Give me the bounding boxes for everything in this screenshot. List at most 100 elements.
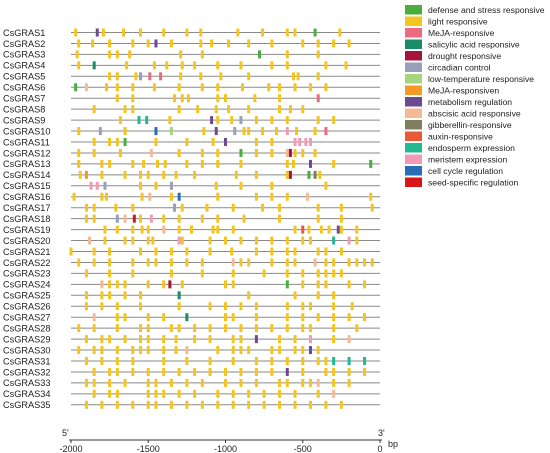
cis-element-box xyxy=(301,357,305,365)
cis-element-box xyxy=(105,83,109,92)
cis-element-box xyxy=(216,346,220,355)
cis-element-box xyxy=(316,269,320,278)
cis-element-box xyxy=(355,236,359,245)
cis-element-box xyxy=(177,105,181,114)
cis-element-box xyxy=(308,346,312,355)
gene-row: CsGRAS7 xyxy=(3,94,380,104)
cis-element-box xyxy=(123,214,127,223)
cis-element-box xyxy=(84,203,88,212)
cis-element-box xyxy=(92,258,96,267)
cis-element-box xyxy=(148,72,152,81)
cis-element-box xyxy=(89,181,93,190)
cis-element-box xyxy=(103,181,107,190)
cis-element-box xyxy=(301,225,305,234)
cis-element-box xyxy=(108,138,112,146)
cis-element-box xyxy=(200,83,204,92)
cis-element-box xyxy=(200,159,204,168)
cis-element-box xyxy=(285,367,289,376)
cis-element-box xyxy=(139,302,143,311)
gene-label: CsGRAS31 xyxy=(3,356,51,366)
cis-element-box xyxy=(270,116,274,125)
cis-element-box xyxy=(123,236,127,245)
cis-element-box xyxy=(185,28,189,37)
cis-element-box xyxy=(162,313,166,322)
cis-element-box xyxy=(177,148,181,157)
cis-element-box xyxy=(139,72,143,81)
gene-label: CsGRAS16 xyxy=(3,192,51,202)
cis-element-box xyxy=(313,170,317,179)
cis-element-box xyxy=(185,159,189,168)
cis-element-box xyxy=(224,280,227,289)
gene-label: CsGRAS32 xyxy=(3,367,51,377)
cis-element-box xyxy=(293,225,297,234)
cis-element-box xyxy=(270,181,274,190)
legend-swatch xyxy=(405,51,422,61)
cis-element-box xyxy=(285,378,289,387)
cis-element-box xyxy=(142,159,146,168)
cis-element-box xyxy=(254,236,258,245)
cis-element-box xyxy=(324,181,328,190)
cis-element-box xyxy=(92,214,96,223)
cis-element-box xyxy=(115,346,119,355)
cis-element-box xyxy=(115,280,119,289)
cis-element-box xyxy=(247,389,251,398)
cis-element-box xyxy=(84,291,88,300)
legend-swatch xyxy=(405,16,422,26)
cis-element-box xyxy=(92,138,96,146)
cis-element-box xyxy=(239,181,243,190)
cis-element-box xyxy=(162,214,166,223)
legend-swatch xyxy=(405,154,422,164)
cis-element-box xyxy=(270,324,274,333)
cis-element-box xyxy=(131,39,135,48)
cis-element-box xyxy=(254,357,258,365)
cis-element-box xyxy=(332,389,336,398)
cis-element-box xyxy=(103,236,107,245)
cis-element-box xyxy=(199,72,203,81)
cis-element-box xyxy=(227,39,231,48)
cis-element-box xyxy=(177,236,181,245)
cis-element-box xyxy=(350,302,354,311)
cis-element-box xyxy=(270,367,274,376)
cis-element-box xyxy=(101,28,105,37)
cis-element-box xyxy=(363,357,367,365)
cis-element-box xyxy=(301,378,305,387)
cis-element-box xyxy=(347,378,351,387)
cis-element-box xyxy=(231,400,235,409)
gene-row: CsGRAS4 xyxy=(3,61,380,71)
cis-element-box xyxy=(134,72,138,81)
cis-element-box xyxy=(208,302,212,311)
legend-item: abscisic acid responsive xyxy=(405,108,521,119)
cis-element-box xyxy=(332,302,336,311)
legend-label: cell cycle regulation xyxy=(428,166,503,176)
cis-element-box xyxy=(293,346,297,355)
x-tick-label: -500 xyxy=(294,444,312,453)
cis-element-box xyxy=(177,367,181,376)
cis-element-box xyxy=(115,313,119,322)
legend-swatch xyxy=(405,143,422,153)
cis-element-box xyxy=(278,335,282,344)
legend-swatch xyxy=(405,62,422,72)
cis-element-box xyxy=(139,346,143,355)
cis-element-box xyxy=(193,367,197,376)
cis-element-box xyxy=(239,324,243,333)
cis-element-box xyxy=(84,400,88,409)
cis-element-box xyxy=(123,291,127,300)
cis-element-box xyxy=(100,291,104,300)
cis-element-box xyxy=(324,357,328,365)
cis-element-box xyxy=(293,83,297,92)
cis-element-box xyxy=(324,258,328,267)
cis-element-box xyxy=(211,225,215,234)
cis-element-box xyxy=(216,148,220,157)
cis-element-box xyxy=(261,127,265,136)
cis-element-box xyxy=(169,269,173,278)
cis-element-box xyxy=(285,357,289,365)
cis-element-box xyxy=(214,127,218,136)
cis-element-box xyxy=(239,159,243,168)
cis-element-box xyxy=(308,159,312,168)
cis-element-box xyxy=(139,170,143,179)
cis-element-box xyxy=(216,83,220,92)
cis-element-box xyxy=(262,400,266,409)
legend-item: auxin-responsive xyxy=(405,131,493,142)
gene-label: CsGRAS28 xyxy=(3,323,51,333)
cis-element-box xyxy=(131,400,135,409)
